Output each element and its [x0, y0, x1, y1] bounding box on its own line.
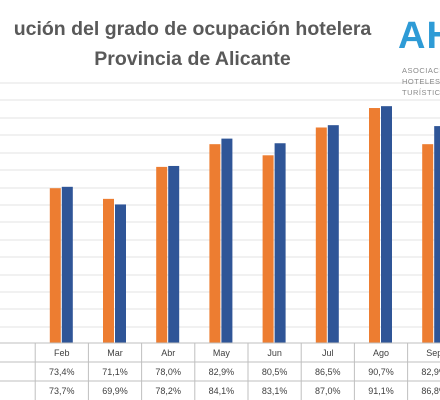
category-label-feb: Feb: [54, 348, 70, 358]
category-label-mar: Mar: [107, 348, 123, 358]
bar-series1-sep: [422, 144, 434, 343]
value-label-series1-sep: 82,9%: [421, 367, 440, 377]
bar-series2-feb: [61, 186, 73, 343]
value-label-series2-jul: 87,0%: [315, 386, 341, 396]
bar-series1-abr: [156, 166, 168, 343]
category-label-jun: Jun: [267, 348, 282, 358]
category-label-abr: Abr: [161, 348, 175, 358]
chart-title-line2: Provincia de Alicante: [94, 48, 291, 70]
bar-series2-mar: [115, 204, 126, 343]
bar-series2-jul: [327, 125, 339, 343]
bar-series1-ago: [369, 108, 380, 344]
bar-series2-may: [221, 138, 233, 343]
value-label-series1-abr: 78,0%: [155, 367, 181, 377]
value-label-series2-may: 84,1%: [209, 386, 235, 396]
chart-title-line1: ución del grado de ocupación hotelera: [13, 18, 372, 40]
bar-series2-abr: [168, 165, 180, 343]
bar-series1-feb: [49, 188, 61, 343]
bar-series1-may: [209, 144, 221, 343]
value-label-series2-jun: 83,1%: [262, 386, 288, 396]
value-label-series2-sep: 86,8%: [421, 386, 440, 396]
logo-text-line3: TURÍSTIC: [402, 88, 440, 97]
bar-series1-mar: [103, 198, 114, 343]
category-label-ago: Ago: [373, 348, 389, 358]
value-label-series1-feb: 73,4%: [49, 367, 75, 377]
value-label-series2-feb: 73,7%: [49, 386, 75, 396]
value-label-series1-mar: 71,1%: [102, 367, 128, 377]
bar-series1-jun: [262, 155, 274, 343]
bar-series2-jun: [274, 143, 286, 343]
value-label-series2-ago: 91,1%: [368, 386, 394, 396]
association-logo: AH ASOCIACIÓ HOTELES TURÍSTIC: [396, 14, 440, 104]
bar-series2-sep: [434, 126, 440, 343]
bar-series2-ago: [381, 106, 392, 344]
value-label-series1-jul: 86,5%: [315, 367, 341, 377]
value-label-series1-may: 82,9%: [209, 367, 235, 377]
logo-text-line1: ASOCIACIÓ: [402, 66, 440, 75]
value-label-series1-ago: 90,7%: [368, 367, 394, 377]
value-label-series2-mar: 69,9%: [102, 386, 128, 396]
chart-title: ución del grado de ocupación hotelera Pr…: [0, 14, 385, 74]
category-label-sep: Sep: [426, 348, 440, 358]
logo-text-line2: HOTELES: [402, 77, 440, 86]
value-label-series1-jun: 80,5%: [262, 367, 288, 377]
bar-series1-jul: [315, 127, 327, 343]
value-label-series2-abr: 78,2%: [155, 386, 181, 396]
category-label-jul: Jul: [322, 348, 334, 358]
logo-mark: AH: [398, 15, 440, 57]
category-label-may: May: [213, 348, 231, 358]
